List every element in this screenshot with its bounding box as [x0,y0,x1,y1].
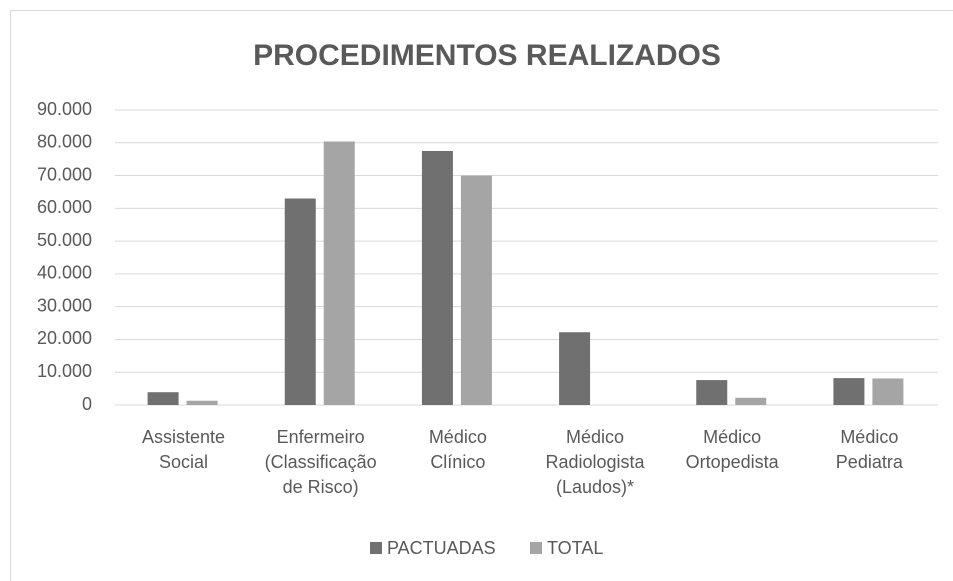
bar [460,175,492,405]
bar [147,392,179,405]
bar [833,378,865,405]
x-tick-label: Médico Clínico [428,427,487,472]
y-tick-label: 20.000 [37,328,92,348]
bar [735,397,767,405]
y-tick-label: 50.000 [37,230,92,250]
y-tick-label: 40.000 [37,263,92,283]
bar [421,150,453,405]
legend-swatch [370,542,382,554]
x-tick-label: Assistente Social [141,427,226,472]
bar [284,198,316,405]
legend-label: TOTAL [547,538,603,558]
bar [696,380,728,405]
y-tick-label: 60.000 [37,197,92,217]
y-tick-label: 90.000 [37,99,92,119]
y-tick-label: 70.000 [37,164,92,184]
x-tick-label: Enfermeiro (Classificação de Risco) [264,427,377,497]
bar [559,332,591,405]
x-tick-label: Médico Radiologista (Laudos)* [545,427,645,497]
bar [872,378,904,405]
chart-title: PROCEDIMENTOS REALIZADOS [253,39,721,72]
y-tick-label: 30.000 [37,295,92,315]
bar [323,141,355,405]
legend-label: PACTUADAS [387,538,496,558]
x-tick-label: Médico Pediatra [835,427,903,472]
y-tick-label: 80.000 [37,132,92,152]
y-tick-label: 10.000 [37,361,92,381]
bar [186,400,218,405]
y-tick-label: 0 [82,394,92,414]
x-tick-label: Médico Ortopedista [685,427,779,472]
legend-swatch [530,542,542,554]
